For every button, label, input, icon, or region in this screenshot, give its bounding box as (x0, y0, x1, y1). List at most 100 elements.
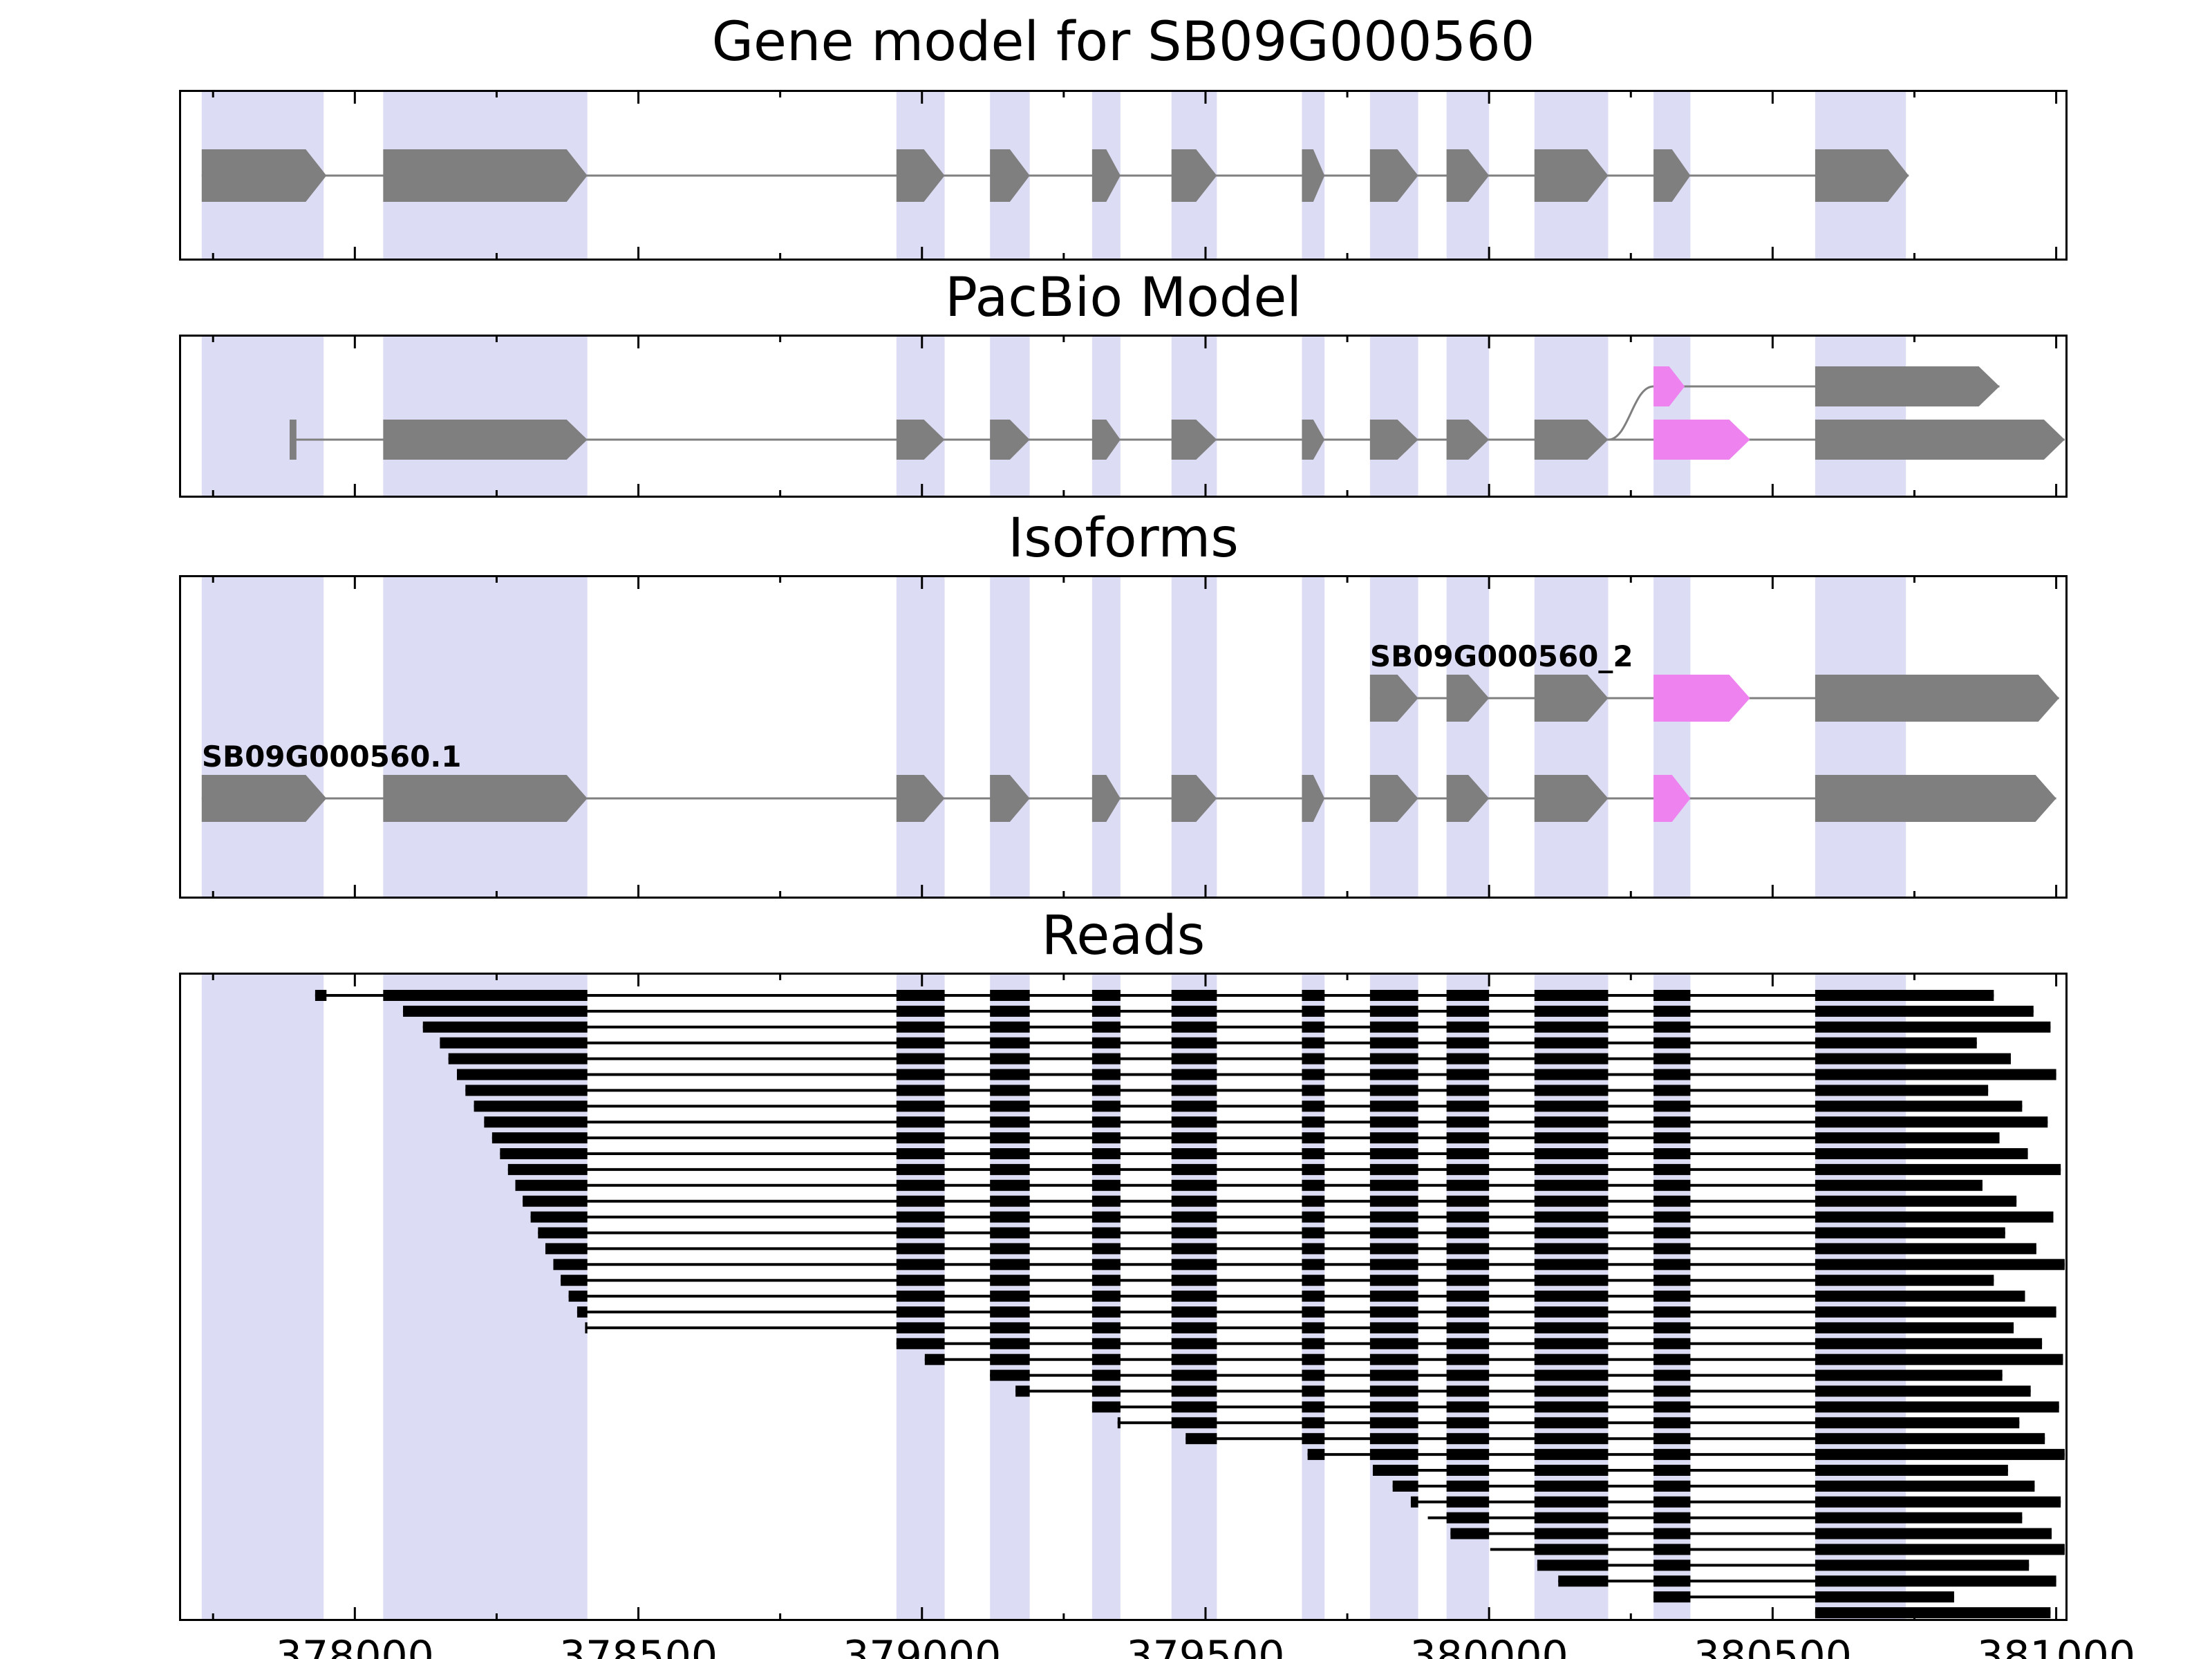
read-exon (1302, 1369, 1325, 1381)
exon (201, 149, 327, 202)
read-exon (1171, 1227, 1217, 1239)
exon-highlight-band (1815, 335, 1906, 498)
read-exon (990, 1132, 1030, 1144)
read-exon (1369, 1449, 1418, 1461)
exon (1653, 149, 1691, 202)
read-exon (1534, 1401, 1609, 1413)
read-exon (1815, 1369, 2003, 1381)
read-exon (1369, 1132, 1418, 1144)
read-exon (1653, 1243, 1691, 1255)
read-exon (1534, 1369, 1609, 1381)
exon (1446, 775, 1490, 822)
read-exon (896, 1163, 945, 1175)
exon (1815, 675, 2059, 722)
read-exon (896, 1069, 945, 1080)
read-exon (1091, 1227, 1121, 1239)
read-exon (1815, 1322, 2014, 1333)
read-exon (1171, 1116, 1217, 1128)
read-exon (1171, 1211, 1217, 1223)
read-exon (1171, 990, 1217, 1001)
read-exon (1302, 1179, 1325, 1191)
exon-highlight-band (1815, 575, 1906, 899)
read-exon (1171, 1021, 1217, 1033)
read-exon (1815, 1465, 2008, 1476)
exon (1302, 420, 1325, 460)
read-exon (990, 990, 1030, 1001)
read-exon (896, 1275, 945, 1286)
read-exon (1534, 1480, 1609, 1492)
read-exon (1815, 1100, 2023, 1112)
read-exon (1369, 1085, 1418, 1096)
read-exon (1815, 1275, 1994, 1286)
read-exon (1446, 1433, 1490, 1445)
read-exon (1534, 1211, 1609, 1223)
read-exon (1091, 1179, 1121, 1191)
exon (1369, 149, 1418, 202)
read-exon (1815, 1591, 1954, 1603)
exon (1171, 420, 1217, 460)
exon (1653, 775, 1691, 822)
read-exon (1302, 1417, 1325, 1429)
exon-highlight-band (1302, 575, 1325, 899)
read-exon (1815, 1085, 1989, 1096)
read-exon (1653, 1227, 1691, 1239)
read-exon (1091, 1116, 1121, 1128)
read-exon (1446, 1037, 1490, 1049)
x-tick-label: 380500 (1693, 1632, 1852, 1659)
read-exon (1815, 1353, 2063, 1365)
read-exon (896, 1053, 945, 1065)
read-exon (1653, 1322, 1691, 1333)
read-exon (1091, 1005, 1121, 1017)
read-exon (1091, 1338, 1121, 1349)
read-exon (1815, 1148, 2028, 1159)
read-exon (1369, 1005, 1418, 1017)
read-exon (1369, 1100, 1418, 1112)
exon (1091, 775, 1121, 822)
exon-highlight-band (383, 335, 588, 498)
read-exon (1653, 1259, 1691, 1271)
exon (383, 149, 588, 202)
read-exon (1446, 1116, 1490, 1128)
exon (383, 775, 588, 822)
read-exon (1091, 1037, 1121, 1049)
read-exon (1653, 990, 1691, 1001)
read-exon (1369, 1211, 1418, 1223)
read-exon (1815, 1449, 2065, 1461)
read-exon (1653, 1275, 1691, 1286)
read-exon (1815, 1512, 2023, 1524)
read-exon (1302, 1291, 1325, 1302)
read-exon (491, 1132, 588, 1144)
exon (1171, 149, 1217, 202)
read-exon (538, 1227, 588, 1239)
read-exon (1171, 1306, 1217, 1318)
gene-model-title: Gene model for SB09G000560 (711, 11, 1535, 73)
read-exon (990, 1116, 1030, 1128)
read-exon (545, 1243, 588, 1255)
read-exon (1302, 1211, 1325, 1223)
read-exon (896, 1100, 945, 1112)
read-exon (1815, 1243, 2036, 1255)
read-exon (1091, 1085, 1121, 1096)
read-exon (990, 1037, 1030, 1049)
read-exon (1171, 1005, 1217, 1017)
read-exon (1446, 1100, 1490, 1112)
read-exon (561, 1275, 588, 1286)
exon (1534, 149, 1609, 202)
read-exon (1815, 1132, 2000, 1144)
read-exon (1372, 1465, 1418, 1476)
exon-highlight-band (1171, 335, 1217, 498)
read-exon (990, 1100, 1030, 1112)
read-exon (990, 1069, 1030, 1080)
read-exon (896, 1037, 945, 1049)
read-exon (1446, 1449, 1490, 1461)
read-exon (568, 1291, 588, 1302)
read-exon (1534, 1179, 1609, 1191)
read-exon (1171, 1417, 1217, 1429)
read-exon (896, 1085, 945, 1096)
read-exon (1653, 1465, 1691, 1476)
panel-border (179, 90, 2068, 261)
read-exon (990, 1243, 1030, 1255)
read-exon (1302, 1085, 1325, 1096)
read-exon (990, 1259, 1030, 1271)
read-exon (1653, 1306, 1691, 1318)
